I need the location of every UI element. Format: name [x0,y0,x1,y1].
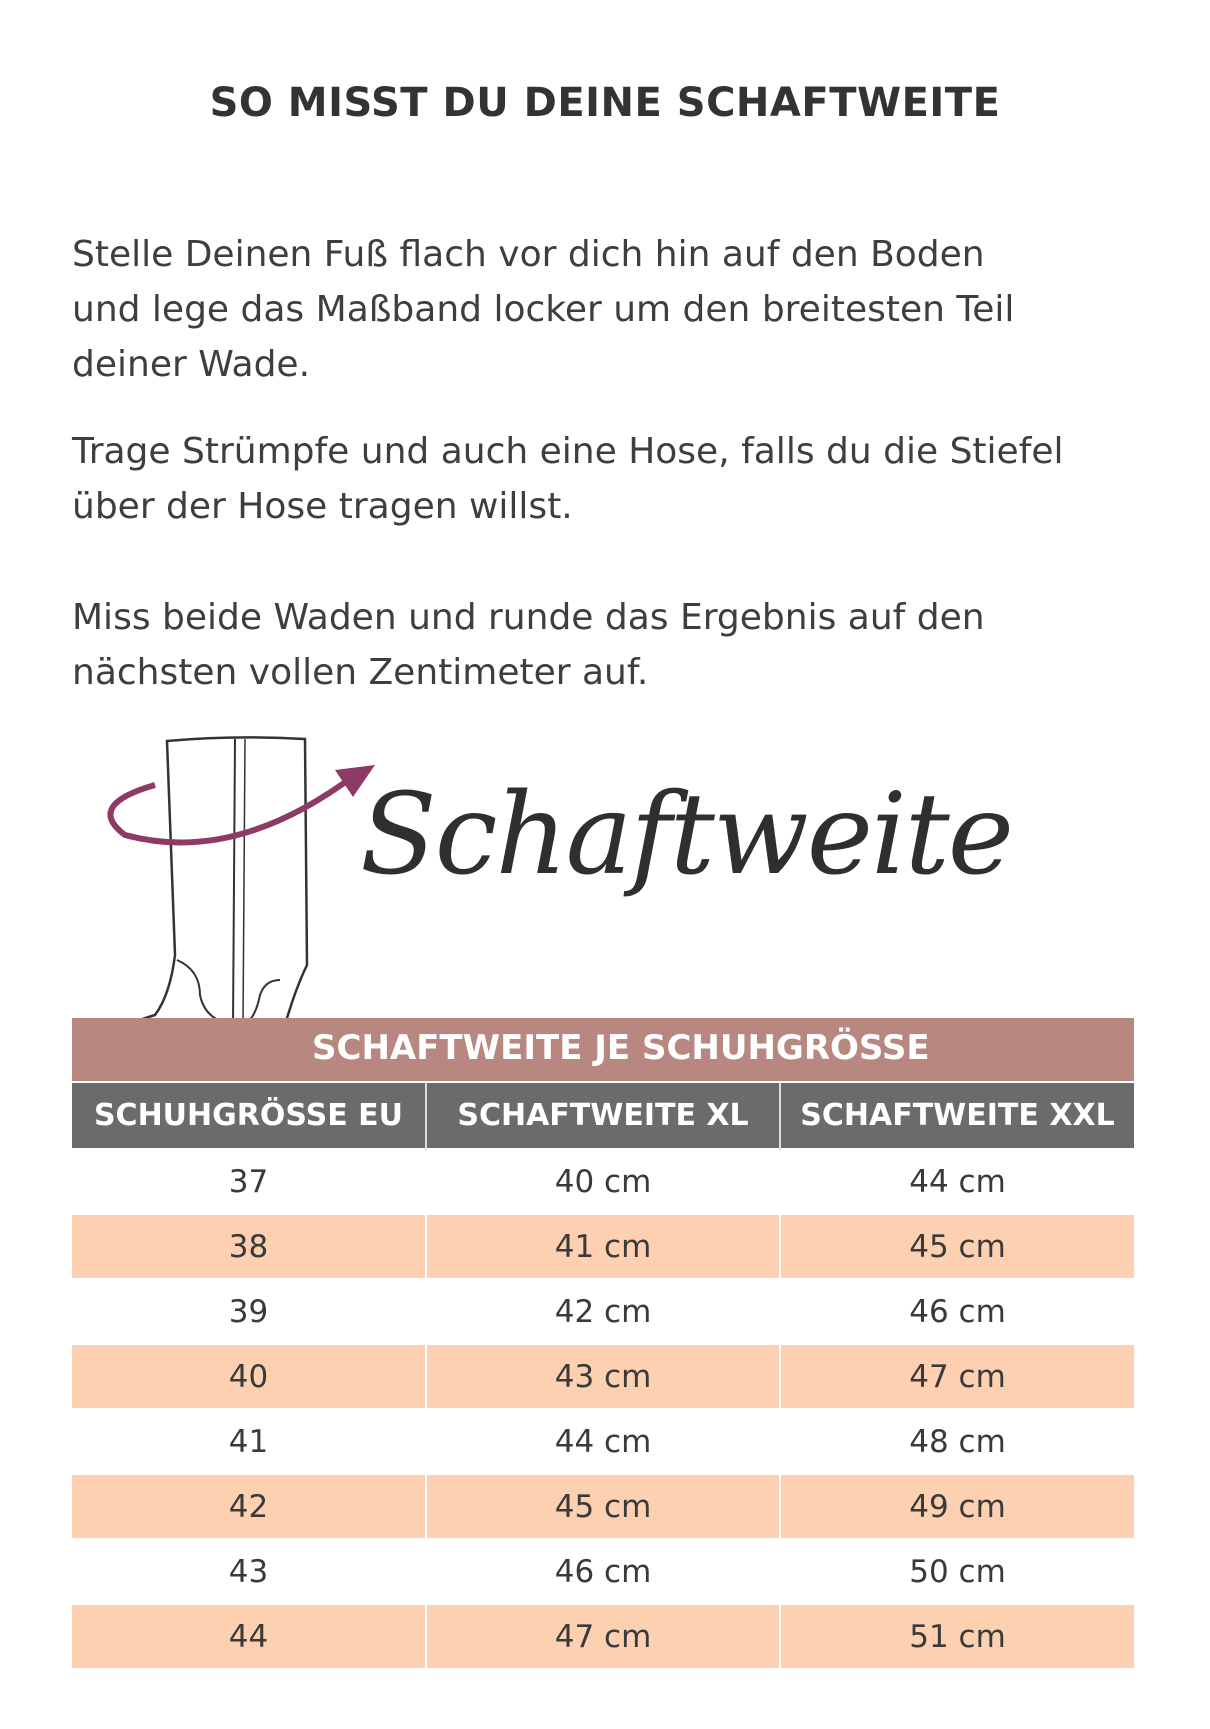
table-row: 43 46 cm 50 cm [72,1539,1134,1604]
text-line: nächsten vollen Zentimeter auf. [72,652,649,693]
table-cell: 42 cm [425,1279,780,1344]
paragraph-1: Stelle Deinen Fuß flach vor dich hin auf… [72,227,1152,392]
text-line: über der Hose tragen willst. [72,486,573,527]
table-cell: 37 [228,1163,269,1200]
table-caption-bar: SCHAFTWEITE JE SCHUHGRÖSSE [72,1018,1134,1081]
table-row: 44 47 cm 51 cm [72,1604,1134,1669]
table-cell: 45 cm [779,1214,1134,1279]
text-line: Trage Strümpfe und auch eine Hose, falls… [72,431,1064,472]
text-line: und lege das Maßband locker um den breit… [72,289,1015,330]
table-row: 38 41 cm 45 cm [72,1214,1134,1279]
table-cell: 40 [72,1344,426,1409]
table-cell: 49 cm [779,1474,1134,1539]
page-title: SO MISST DU DEINE SCHAFTWEITE [209,80,1001,126]
table-cell: 47 cm [779,1344,1134,1409]
column-header: SCHAFTWEITE XXL [779,1083,1134,1149]
table-row: 42 45 cm 49 cm [72,1474,1134,1539]
paragraph-2: Trage Strümpfe und auch eine Hose, falls… [72,424,1152,534]
table-cell: 39 [228,1293,269,1330]
table-cell: 44 cm [779,1149,1134,1214]
table-row: 37 40 cm 44 cm [72,1149,1134,1214]
table-cell: 41 [228,1423,269,1460]
table-cell: 41 cm [425,1214,780,1279]
column-header: SCHAFTWEITE XL [425,1083,780,1149]
table-cell: 46 cm [425,1539,780,1604]
table-cell: 42 [72,1474,426,1539]
table-row: 40 43 cm 47 cm [72,1344,1134,1409]
text-line: deiner Wade. [72,344,311,385]
table-cell: 47 cm [425,1604,780,1669]
size-table: SCHUHGRÖSSE EU SCHAFTWEITE XL SCHAFTWEIT… [72,1083,1134,1670]
table-cell: 51 cm [779,1604,1134,1669]
table-cell: 44 cm [425,1409,780,1474]
table-cell: 43 cm [425,1344,780,1409]
column-header: SCHUHGRÖSSE EU [72,1083,426,1149]
paragraph-3: Miss beide Waden und runde das Ergebnis … [72,590,1152,700]
script-heading: Schaftweite [360,770,1014,900]
table-row: 39 42 cm 46 cm [72,1279,1134,1344]
table-cell: 48 cm [779,1409,1134,1474]
table-row: 41 44 cm 48 cm [72,1409,1134,1474]
table-cell: 45 cm [425,1474,780,1539]
table-cell: 44 [72,1604,426,1669]
table-cell: 46 cm [779,1279,1134,1344]
text-line: Stelle Deinen Fuß flach vor dich hin auf… [72,234,985,275]
table-cell: 50 cm [779,1539,1134,1604]
table-cell: 43 [228,1553,269,1590]
table-cell: 38 [72,1214,426,1279]
text-line: Miss beide Waden und runde das Ergebnis … [72,597,985,638]
table-caption: SCHAFTWEITE JE SCHUHGRÖSSE [312,1028,930,1068]
table-cell: 40 cm [425,1149,780,1214]
